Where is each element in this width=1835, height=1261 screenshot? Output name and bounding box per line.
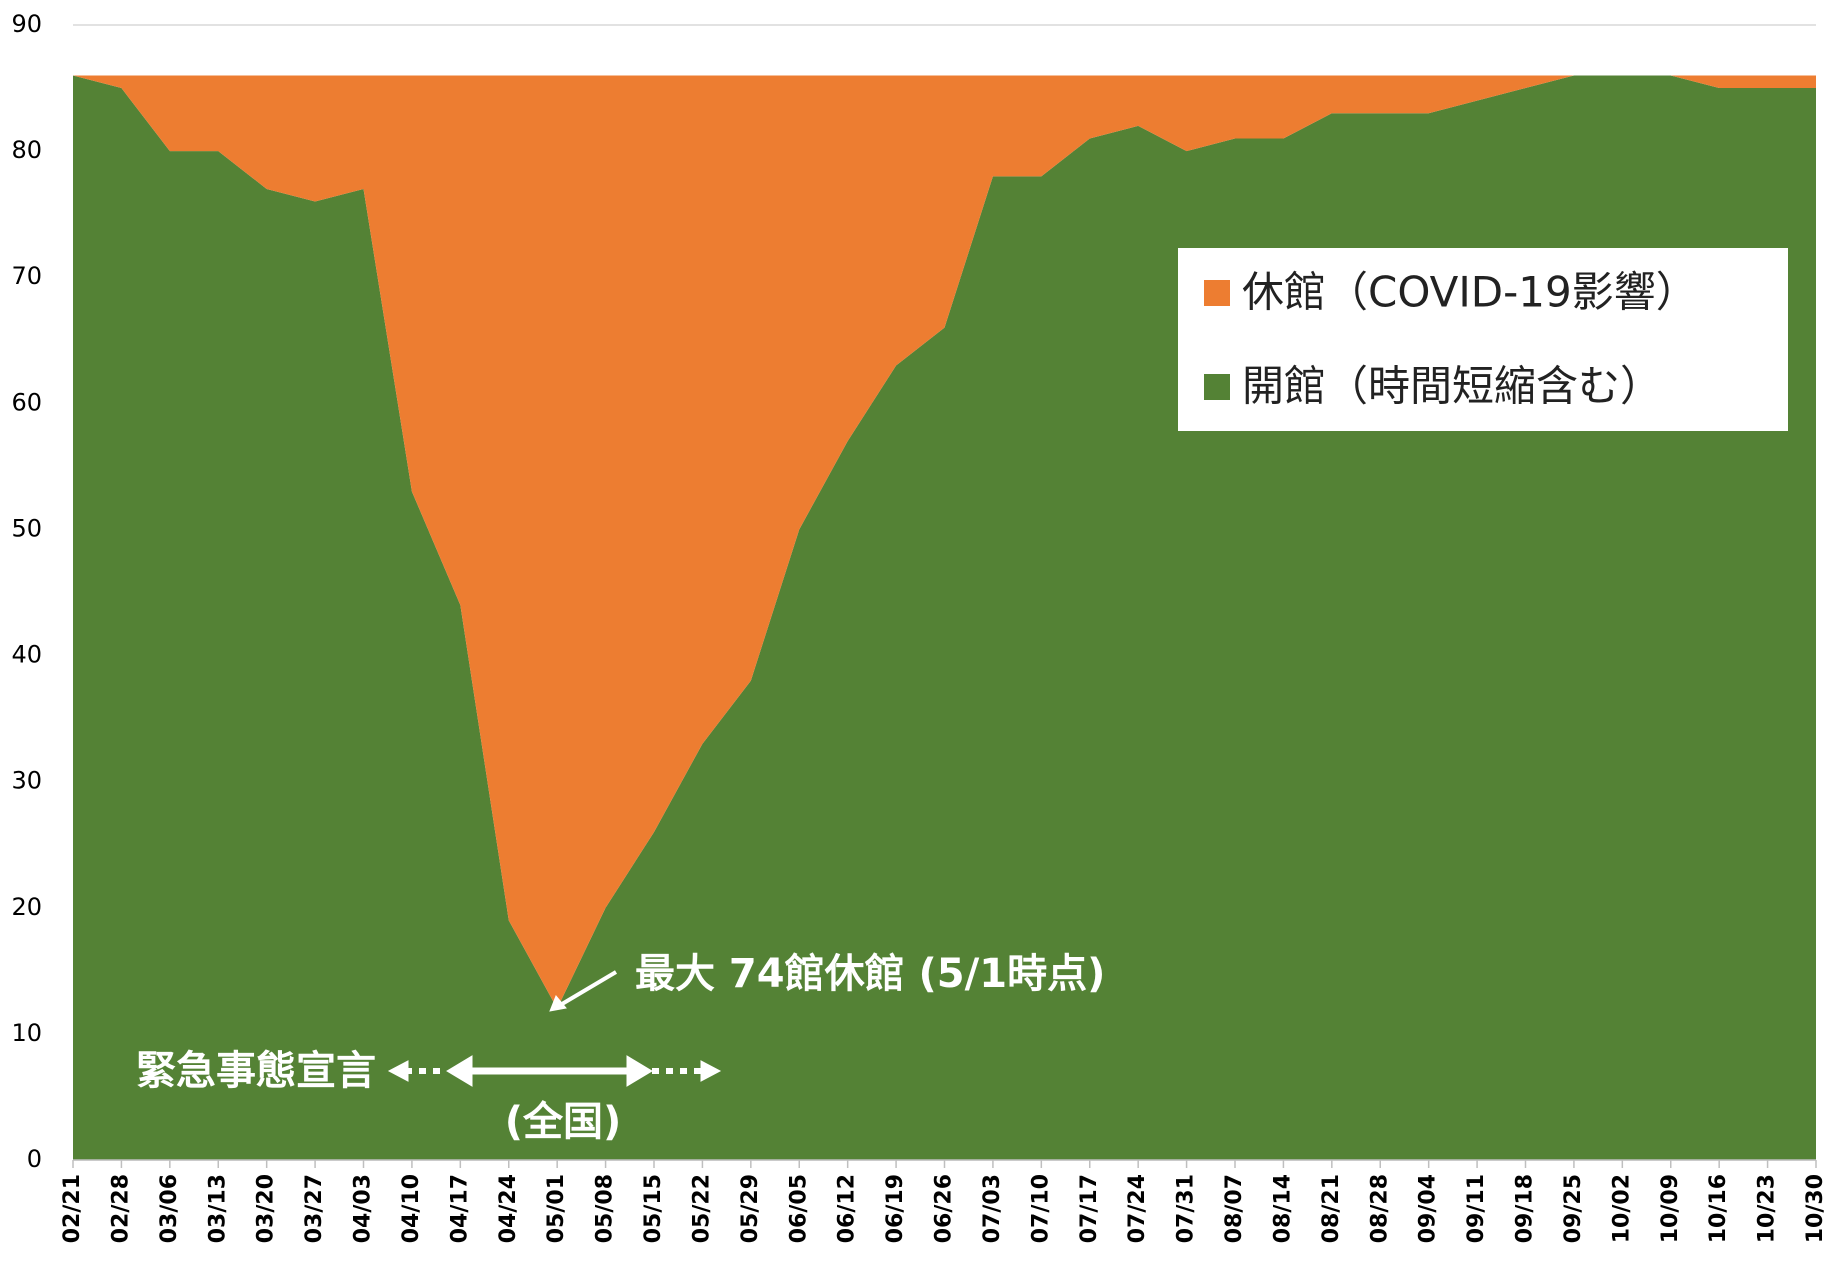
x-tick-label: 09/25 <box>1561 1174 1586 1243</box>
y-tick-label: 50 <box>11 514 42 542</box>
x-tick-label: 09/18 <box>1513 1174 1538 1243</box>
x-tick-label: 08/21 <box>1319 1174 1344 1243</box>
x-tick-label: 07/03 <box>980 1174 1005 1243</box>
x-tick-label: 06/19 <box>883 1174 908 1243</box>
x-tick-label: 08/28 <box>1367 1174 1392 1243</box>
x-tick-label: 03/20 <box>254 1174 279 1243</box>
x-tick-label: 04/10 <box>399 1174 424 1243</box>
y-tick-label: 90 <box>11 10 42 38</box>
arrow-head <box>446 1055 473 1087</box>
x-tick-label: 06/26 <box>932 1174 957 1243</box>
x-tick-label: 04/24 <box>496 1174 521 1243</box>
x-tick-label: 05/15 <box>641 1174 666 1243</box>
areas <box>73 75 1816 1160</box>
legend-swatch <box>1204 374 1230 400</box>
area <box>73 75 1816 1009</box>
x-tick-label: 08/07 <box>1222 1174 1247 1243</box>
legend-swatch <box>1204 280 1230 306</box>
x-tick-label: 04/17 <box>447 1174 472 1243</box>
arrow-head <box>549 995 567 1012</box>
x-tick-label: 07/24 <box>1125 1174 1150 1243</box>
legend-label: 開館（時間短縮含む） <box>1242 362 1662 411</box>
legend-label: 休館（COVID-19影響） <box>1242 268 1698 317</box>
x-tick-label: 03/06 <box>157 1174 182 1243</box>
y-tick-label: 0 <box>27 1145 42 1173</box>
x-tick-label: 04/03 <box>351 1174 376 1243</box>
x-tick-label: 08/14 <box>1270 1174 1295 1243</box>
arrow-head <box>387 1060 409 1082</box>
x-tick-label: 05/08 <box>593 1174 618 1243</box>
x-tick-label: 07/31 <box>1174 1174 1199 1243</box>
annotation: 最大 74館休館 (5/1時点) <box>635 951 1105 997</box>
legend: 休館（COVID-19影響） 開館（時間短縮含む） <box>1204 268 1698 411</box>
x-tick-label: 09/11 <box>1464 1174 1489 1243</box>
y-tick-label: 40 <box>11 641 42 669</box>
x-tick-label: 10/23 <box>1755 1174 1780 1243</box>
x-tick-label: 10/02 <box>1609 1174 1634 1243</box>
x-tick-label: 07/10 <box>1028 1174 1053 1243</box>
annotation-arrows <box>387 970 722 1087</box>
x-tick-label: 03/27 <box>302 1174 327 1243</box>
x-tick-label: 10/30 <box>1803 1174 1828 1243</box>
x-tick-label: 02/28 <box>108 1174 133 1243</box>
x-tick-label: 10/16 <box>1706 1174 1731 1243</box>
y-tick-label: 10 <box>11 1019 42 1047</box>
y-tick-label: 70 <box>11 262 42 290</box>
y-tick-label: 30 <box>11 767 42 795</box>
y-tick-label: 20 <box>11 893 42 921</box>
arrow-head <box>700 1060 722 1082</box>
x-tick-label: 05/29 <box>738 1174 763 1243</box>
annotation: (全国) <box>505 1099 622 1145</box>
axis: 0 10 20 30 40 50 60 70 80 90 02/21 02/28 03/06 03/13 0… <box>11 10 1828 1243</box>
arrow <box>560 970 618 1006</box>
arrow-head <box>626 1055 653 1087</box>
x-tick-label: 02/21 <box>60 1174 85 1243</box>
y-tick-label: 80 <box>11 136 42 164</box>
x-tick-label: 06/05 <box>786 1174 811 1243</box>
y-tick-label: 60 <box>11 388 42 416</box>
x-tick-label: 07/17 <box>1077 1174 1102 1243</box>
x-tick-label: 10/09 <box>1658 1174 1683 1243</box>
annotation: 緊急事態宣言 <box>136 1048 376 1094</box>
x-tick-label: 03/13 <box>205 1174 230 1243</box>
x-tick-label: 09/04 <box>1416 1174 1441 1243</box>
x-tick-label: 06/12 <box>835 1174 860 1243</box>
x-tick-label: 05/22 <box>689 1174 714 1243</box>
legend-box <box>1178 248 1788 431</box>
x-tick-label: 05/01 <box>544 1174 569 1243</box>
